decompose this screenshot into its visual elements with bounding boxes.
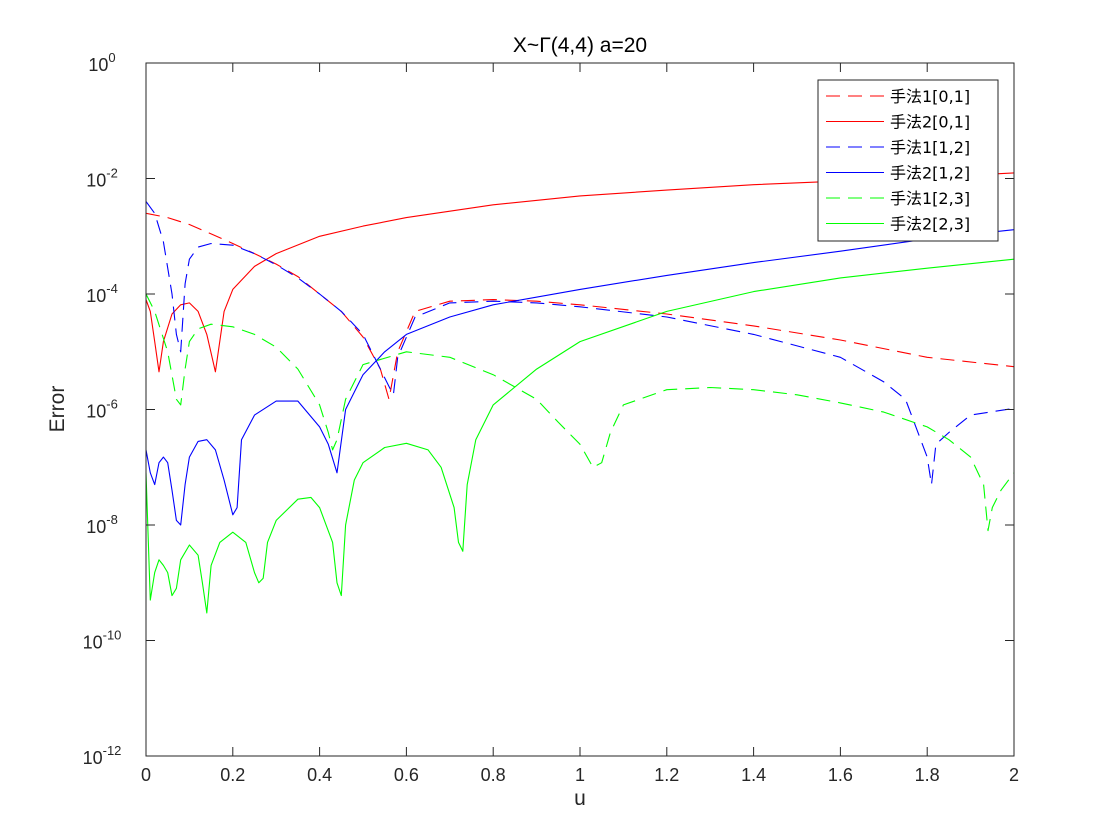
legend-label: 手法2[0,1] (890, 113, 970, 132)
series-line-3 (146, 201, 1014, 486)
x-tick-label: 1.6 (828, 765, 853, 785)
legend-label: 手法2[2,3] (890, 215, 970, 234)
x-axis-label: u (574, 787, 586, 810)
y-tick-label: 10-4 (86, 281, 118, 306)
series-line-6 (146, 258, 1014, 614)
legend-label: 手法1[0,1] (890, 87, 970, 106)
y-tick-exponent: 0 (108, 50, 115, 65)
legend-box (817, 79, 999, 242)
x-tick-label: 0.6 (394, 765, 419, 785)
y-tick-label: 10-6 (86, 397, 118, 422)
y-tick-label: 10-8 (86, 512, 118, 537)
x-tick-label: 0 (141, 765, 151, 785)
x-tick-label: 0.4 (307, 765, 332, 785)
series-line-1 (146, 212, 1014, 400)
y-tick-base: 10 (88, 55, 108, 75)
y-tick-base: 10 (86, 517, 106, 537)
series-line-2 (146, 172, 1014, 373)
legend-label: 手法1[2,3] (890, 189, 970, 208)
x-tick-label: 0.8 (481, 765, 506, 785)
x-axis-ticks: 0 0.2 0.4 0.6 0.8 1 1.2 1.4 1.6 1.8 2 (141, 63, 1019, 785)
y-tick-label: 10-10 (83, 628, 122, 653)
series-line-4 (146, 229, 1014, 526)
x-tick-label: 1.4 (741, 765, 766, 785)
y-tick-label: 10-2 (86, 166, 118, 191)
x-tick-label: 0.2 (220, 765, 245, 785)
y-tick-exponent: -10 (103, 628, 122, 643)
x-tick-label: 2 (1009, 765, 1019, 785)
chart-title: X~Γ(4,4) a=20 (513, 34, 647, 57)
y-tick-base: 10 (83, 748, 103, 768)
plot-frame (145, 62, 1015, 757)
y-axis-label: Error (46, 386, 69, 433)
y-tick-exponent: -2 (106, 166, 118, 181)
x-tick-label: 1.2 (654, 765, 679, 785)
y-tick-exponent: -8 (106, 512, 118, 527)
series-layer (146, 172, 1014, 614)
y-tick-exponent: -4 (106, 281, 118, 296)
x-tick-label: 1 (575, 765, 585, 785)
y-tick-label: 10-12 (83, 743, 122, 768)
y-tick-base: 10 (86, 286, 106, 306)
y-tick-base: 10 (83, 633, 103, 653)
y-tick-label: 100 (88, 50, 115, 75)
y-tick-exponent: -6 (106, 397, 118, 412)
legend-label: 手法1[1,2] (890, 138, 970, 157)
x-tick-label: 1.8 (915, 765, 940, 785)
y-tick-base: 10 (86, 171, 106, 191)
series-line-5 (146, 293, 1014, 532)
legend: 手法1[0,1] 手法2[0,1] 手法1[1,2] 手法2[1,2] 手法1[2,3]… (817, 79, 999, 242)
y-tick-base: 10 (86, 402, 106, 422)
legend-label: 手法2[1,2] (890, 164, 970, 183)
y-tick-exponent: -12 (103, 743, 122, 758)
